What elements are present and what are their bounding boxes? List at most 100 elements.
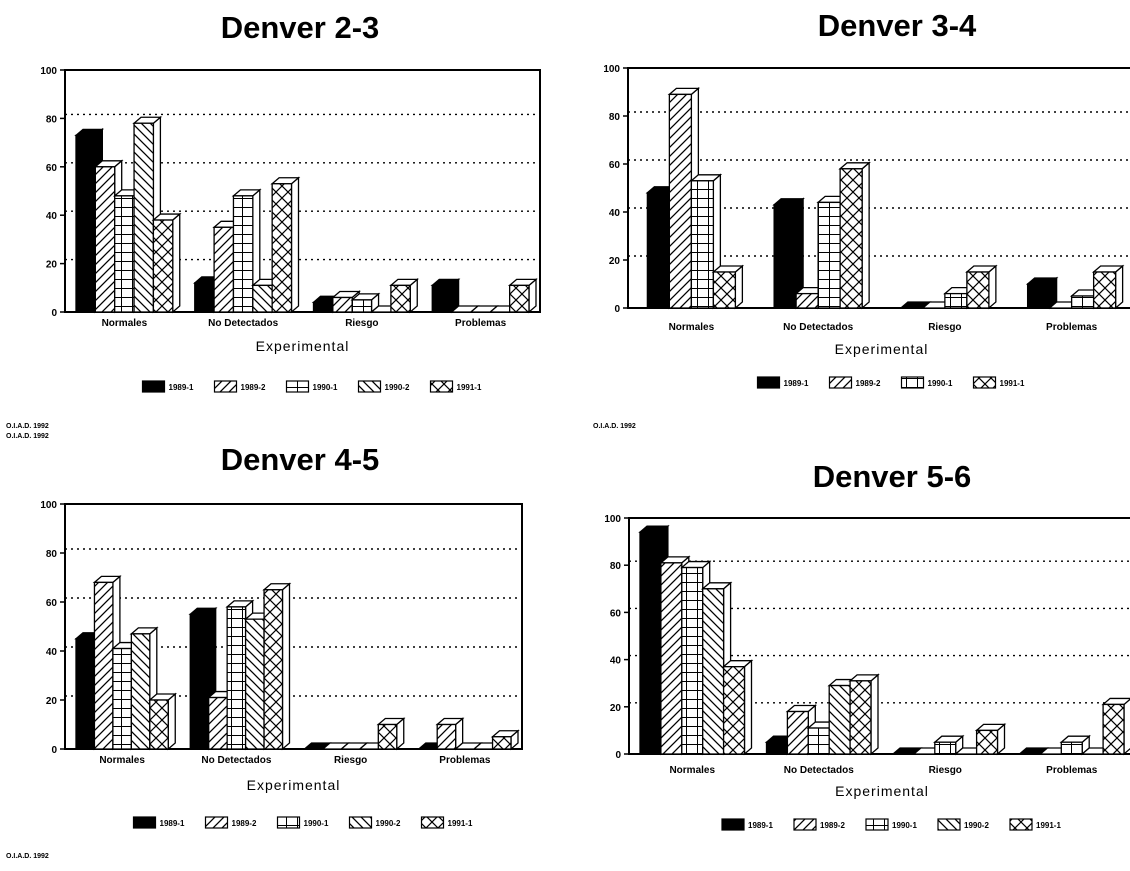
legend-item: 1990-2 xyxy=(357,380,410,393)
legend-swatch xyxy=(132,816,157,829)
bar xyxy=(188,606,218,751)
category-label: Riesgo xyxy=(929,765,962,776)
legend-swatch xyxy=(429,380,454,393)
plot-frame xyxy=(627,67,1130,309)
category-label: Normales xyxy=(99,755,145,766)
legend-swatch xyxy=(285,380,310,393)
legend-label: 1989-2 xyxy=(820,821,845,830)
category-label: No Detectados xyxy=(201,755,271,766)
chart-title: Denver 5-6 xyxy=(813,459,972,494)
bar xyxy=(933,734,965,756)
legend-item: 1991-1 xyxy=(972,376,1025,389)
legend-swatch xyxy=(213,380,238,393)
y-tick-label: 0 xyxy=(51,308,57,319)
legend-label: 1989-2 xyxy=(232,819,257,828)
legend-item: 1990-1 xyxy=(276,816,329,829)
category-label: Problemas xyxy=(455,318,507,329)
legend-item: 1990-2 xyxy=(348,816,401,829)
y-tick-label: 0 xyxy=(615,750,621,761)
legend-label: 1990-1 xyxy=(304,819,329,828)
chart-panel-denver-4-5: Denver 4-5 0 20 40 60 80 100 Normales No Detecta… xyxy=(0,433,560,848)
chart-denver-3-4: Denver 3-4 0 20 40 60 80 100 Normales No Detecta… xyxy=(593,8,1130,430)
y-tick-label: 20 xyxy=(610,703,622,714)
bar xyxy=(965,264,998,310)
bar xyxy=(430,277,461,314)
legend-label: 1989-1 xyxy=(169,383,194,392)
bar xyxy=(270,176,301,314)
legend-item: 1991-1 xyxy=(1009,818,1061,831)
legend-item: 1989-2 xyxy=(793,818,845,831)
legend-item: 1991-1 xyxy=(420,816,473,829)
legend-label: 1989-1 xyxy=(784,379,809,388)
legend-item: 1990-1 xyxy=(900,376,953,389)
y-tick-label: 100 xyxy=(604,514,621,525)
chart-panel-denver-3-4: Denver 3-4 0 20 40 60 80 100 Normales No Detecta… xyxy=(565,0,1130,435)
x-axis-label: Experimental xyxy=(247,777,341,793)
legend-swatch xyxy=(348,816,373,829)
chart-denver-2-3: Denver 2-3 0 20 40 60 80 100 Normales No Detecta… xyxy=(6,10,541,430)
bar xyxy=(974,722,1007,756)
legend-swatch xyxy=(721,818,745,831)
credit: O.I.A.D. 1992 xyxy=(6,433,49,440)
legend-item: 1990-1 xyxy=(285,380,338,393)
y-tick-label: 60 xyxy=(46,598,58,609)
legend-swatch xyxy=(972,376,997,389)
credit: O.I.A.D. 1992 xyxy=(593,423,636,430)
legend-swatch xyxy=(357,380,382,393)
chart-title: Denver 3-4 xyxy=(818,8,977,43)
bar xyxy=(231,188,262,314)
legend-swatch xyxy=(828,376,853,389)
y-tick-label: 20 xyxy=(46,696,58,707)
y-tick-label: 100 xyxy=(40,500,57,511)
chart-title: Denver 2-3 xyxy=(221,10,380,45)
y-tick-label: 0 xyxy=(51,745,57,756)
bar xyxy=(848,673,880,756)
bar xyxy=(721,659,754,756)
legend-swatch xyxy=(420,816,445,829)
bar xyxy=(772,197,805,310)
category-label: Problemas xyxy=(439,755,491,766)
legend-label: 1990-2 xyxy=(964,821,989,830)
category-label: No Detectados xyxy=(783,322,853,333)
y-tick-label: 40 xyxy=(610,656,622,667)
legend-item: 1991-1 xyxy=(429,380,482,393)
legend-label: 1989-2 xyxy=(241,383,266,392)
y-tick-label: 20 xyxy=(609,256,621,267)
bar xyxy=(838,161,871,310)
plot-frame xyxy=(64,69,541,313)
y-tick-label: 40 xyxy=(609,208,621,219)
page-credit: O.I.A.D. 1992 xyxy=(6,853,49,860)
legend-swatch xyxy=(756,376,781,389)
legend-label: 1990-1 xyxy=(892,821,917,830)
category-label: Normales xyxy=(102,318,148,329)
legend-label: 1991-1 xyxy=(448,819,473,828)
legend-item: 1990-1 xyxy=(865,818,917,831)
y-tick-label: 80 xyxy=(46,114,58,125)
y-tick-label: 40 xyxy=(46,647,58,658)
chart-title: Denver 4-5 xyxy=(221,442,380,477)
legend-label: 1990-1 xyxy=(313,383,338,392)
chart-panel-denver-2-3: Denver 2-3 0 20 40 60 80 100 Normales No Detecta… xyxy=(0,0,560,435)
bar xyxy=(1059,734,1091,756)
y-tick-label: 60 xyxy=(609,160,621,171)
y-tick-label: 80 xyxy=(46,549,58,560)
category-label: Riesgo xyxy=(345,318,378,329)
category-label: No Detectados xyxy=(784,765,854,776)
bar xyxy=(507,277,538,314)
legend-item: 1989-1 xyxy=(132,816,185,829)
legend-swatch xyxy=(900,376,925,389)
bar xyxy=(1091,264,1125,310)
bar xyxy=(1025,276,1059,310)
legend-item: 1989-2 xyxy=(204,816,257,829)
y-tick-label: 80 xyxy=(610,561,622,572)
category-label: Normales xyxy=(669,322,715,333)
bar xyxy=(700,581,733,756)
bar xyxy=(435,717,465,751)
legend-label: 1991-1 xyxy=(1000,379,1025,388)
bar xyxy=(711,264,745,310)
category-label: Normales xyxy=(669,765,715,776)
bar xyxy=(376,717,406,751)
legend-swatch xyxy=(141,380,166,393)
legend-label: 1990-2 xyxy=(385,383,410,392)
bar xyxy=(151,212,182,314)
